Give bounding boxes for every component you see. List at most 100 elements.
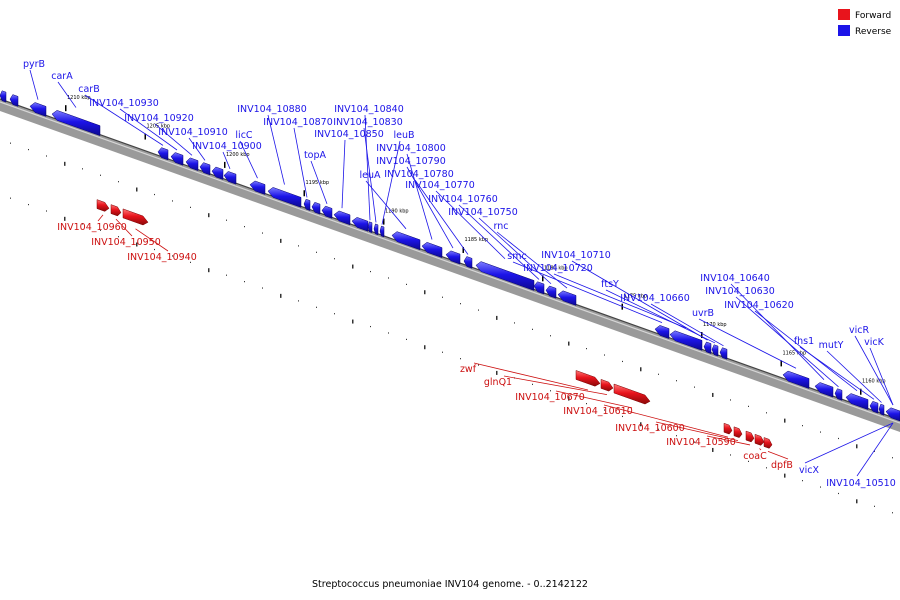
gene-label-reverse[interactable]: INV104_10910 xyxy=(158,127,228,138)
gene-label-forward[interactable]: dpfB xyxy=(771,460,793,471)
gene-label-reverse[interactable]: vicK xyxy=(864,337,884,348)
gene-label-reverse[interactable]: INV104_10770 xyxy=(405,180,475,191)
gene-label-forward[interactable]: INV104_10590 xyxy=(666,437,736,448)
gene-arrow-reverse[interactable] xyxy=(445,250,461,265)
gene-label-reverse[interactable]: INV104_10750 xyxy=(448,207,518,218)
gene-label-reverse[interactable]: INV104_10920 xyxy=(124,113,194,124)
gene-label-forward[interactable]: INV104_10600 xyxy=(615,423,685,434)
gene-arrow-forward[interactable] xyxy=(575,370,601,387)
gene-arrow-reverse[interactable] xyxy=(703,341,712,354)
gene-label-reverse[interactable]: INV104_10830 xyxy=(333,117,403,128)
gene-arrow-reverse[interactable] xyxy=(885,407,900,422)
gene-arrow-reverse[interactable] xyxy=(719,347,728,360)
gene-arrow-reverse[interactable] xyxy=(0,90,7,103)
gene-label-reverse[interactable]: pyrB xyxy=(23,59,45,70)
gene-arrow-reverse[interactable] xyxy=(814,382,834,398)
gene-label-forward[interactable]: INV104_10610 xyxy=(563,406,633,417)
gene-label-forward[interactable]: glnQ1 xyxy=(484,377,512,388)
gene-arrow-reverse[interactable] xyxy=(711,344,719,357)
gene-label-reverse[interactable]: topA xyxy=(304,150,327,161)
gene-arrow-forward[interactable] xyxy=(122,208,149,226)
gene-arrow-forward[interactable] xyxy=(745,430,755,443)
gene-label-reverse[interactable]: INV104_10660 xyxy=(620,293,690,304)
gene-arrow-reverse[interactable] xyxy=(557,290,577,306)
gene-label-reverse[interactable]: INV104_10870 xyxy=(263,117,333,128)
gene-label-forward[interactable]: coaC xyxy=(743,451,767,462)
gene-arrow-reverse[interactable] xyxy=(379,225,385,238)
gene-arrow-reverse[interactable] xyxy=(669,330,703,351)
gene-label-reverse[interactable]: INV104_10900 xyxy=(192,141,262,152)
gene-arrow-reverse[interactable] xyxy=(303,198,311,211)
gene-label-reverse[interactable]: vicX xyxy=(799,465,819,476)
gene-label-reverse[interactable]: INV104_10780 xyxy=(384,169,454,180)
gene-label-reverse[interactable]: INV104_10640 xyxy=(700,273,770,284)
gene-label-reverse[interactable]: INV104_10790 xyxy=(376,156,446,167)
gene-label-reverse[interactable]: INV104_10510 xyxy=(826,478,896,489)
gene-label-reverse[interactable]: INV104_10930 xyxy=(89,98,159,109)
gene-arrow-reverse[interactable] xyxy=(869,400,879,414)
gene-label-reverse[interactable]: INV104_10760 xyxy=(428,194,498,205)
gene-arrow-reverse[interactable] xyxy=(391,231,421,251)
gene-label-forward[interactable]: INV104_10950 xyxy=(91,237,161,248)
gene-label-reverse[interactable]: carA xyxy=(51,71,73,82)
gene-label-reverse[interactable]: carB xyxy=(78,84,99,95)
gene-label-forward[interactable]: INV104_10670 xyxy=(515,392,585,403)
gene-arrow-reverse[interactable] xyxy=(311,201,321,215)
gene-label-reverse[interactable]: INV104_10620 xyxy=(724,300,794,311)
gene-arrow-reverse[interactable] xyxy=(463,256,473,269)
gene-label-reverse[interactable]: mutY xyxy=(819,340,844,351)
gene-arrow-reverse[interactable] xyxy=(878,403,885,416)
gene-arrow-reverse[interactable] xyxy=(654,325,670,339)
gene-label-reverse[interactable]: INV104_10800 xyxy=(376,143,446,154)
gene-label-reverse[interactable]: uvrB xyxy=(692,308,714,319)
gene-label-reverse[interactable]: smc xyxy=(507,251,526,262)
gene-arrow-forward[interactable] xyxy=(110,204,122,217)
gene-label-reverse[interactable]: ftsY xyxy=(601,279,619,290)
gene-arrow-reverse[interactable] xyxy=(333,210,351,226)
gene-label-reverse[interactable]: INV104_10630 xyxy=(705,286,775,297)
gene-arrow-reverse[interactable] xyxy=(185,157,199,171)
gene-label-reverse[interactable]: INV104_10850 xyxy=(314,129,384,140)
gene-arrow-forward[interactable] xyxy=(763,437,773,449)
gene-arrow-reverse[interactable] xyxy=(321,205,333,219)
gene-arrow-reverse[interactable] xyxy=(199,162,211,176)
gene-arrow-reverse[interactable] xyxy=(845,393,869,410)
gene-arrow-forward[interactable] xyxy=(723,422,733,435)
gene-arrow-reverse[interactable] xyxy=(545,285,557,299)
gene-arrow-forward[interactable] xyxy=(754,433,765,446)
gene-arrow-reverse[interactable] xyxy=(834,388,843,401)
gene-label-forward[interactable]: INV104_10940 xyxy=(127,252,197,263)
gene-label-reverse[interactable]: INV104_10880 xyxy=(237,104,307,115)
gene-arrow-reverse[interactable] xyxy=(267,187,302,208)
gene-arrow-reverse[interactable] xyxy=(367,221,373,234)
gene-label-forward[interactable]: zwf xyxy=(460,364,477,375)
gene-arrow-reverse[interactable] xyxy=(249,180,266,195)
gene-arrow-reverse[interactable] xyxy=(475,261,535,291)
gene-arrow-forward[interactable] xyxy=(96,199,110,212)
gene-arrow-reverse[interactable] xyxy=(9,94,19,107)
gene-arrow-forward[interactable] xyxy=(733,426,743,438)
gene-label-reverse[interactable]: leuB xyxy=(393,130,414,141)
gene-arrow-reverse[interactable] xyxy=(211,166,224,180)
gene-arrow-reverse[interactable] xyxy=(29,102,47,117)
gene-label-reverse[interactable]: rnc xyxy=(494,221,509,232)
gene-label-reverse[interactable]: licC xyxy=(235,130,253,141)
gene-label-reverse[interactable]: INV104_10840 xyxy=(334,104,404,115)
gene-arrow-reverse[interactable] xyxy=(782,370,810,389)
gene-label-forward[interactable]: INV104_10960 xyxy=(57,222,127,233)
gene-label-reverse[interactable]: INV104_10710 xyxy=(541,250,611,261)
gene-arrow-forward[interactable] xyxy=(613,383,651,405)
gene-arrow-reverse[interactable] xyxy=(157,147,169,161)
gene-label-reverse[interactable]: INV104_10720 xyxy=(523,263,593,274)
gene-arrow-reverse[interactable] xyxy=(421,242,443,259)
gene-label-reverse[interactable]: leuA xyxy=(359,170,381,181)
gene-arrow-reverse[interactable] xyxy=(51,110,101,137)
gene-arrow-reverse[interactable] xyxy=(170,152,184,166)
gene-arrow-reverse[interactable] xyxy=(533,281,545,295)
gene-arrow-forward[interactable] xyxy=(600,379,614,392)
gene-arrow-reverse[interactable] xyxy=(223,171,237,185)
gene-arrow-reverse[interactable] xyxy=(373,223,379,236)
track-dot xyxy=(712,392,714,397)
gene-label-reverse[interactable]: fhs1 xyxy=(794,336,814,347)
gene-label-reverse[interactable]: vicR xyxy=(849,325,869,336)
